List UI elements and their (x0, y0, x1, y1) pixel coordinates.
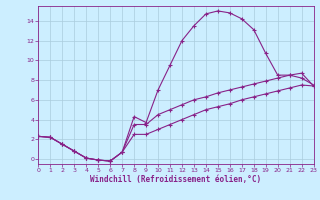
X-axis label: Windchill (Refroidissement éolien,°C): Windchill (Refroidissement éolien,°C) (91, 175, 261, 184)
